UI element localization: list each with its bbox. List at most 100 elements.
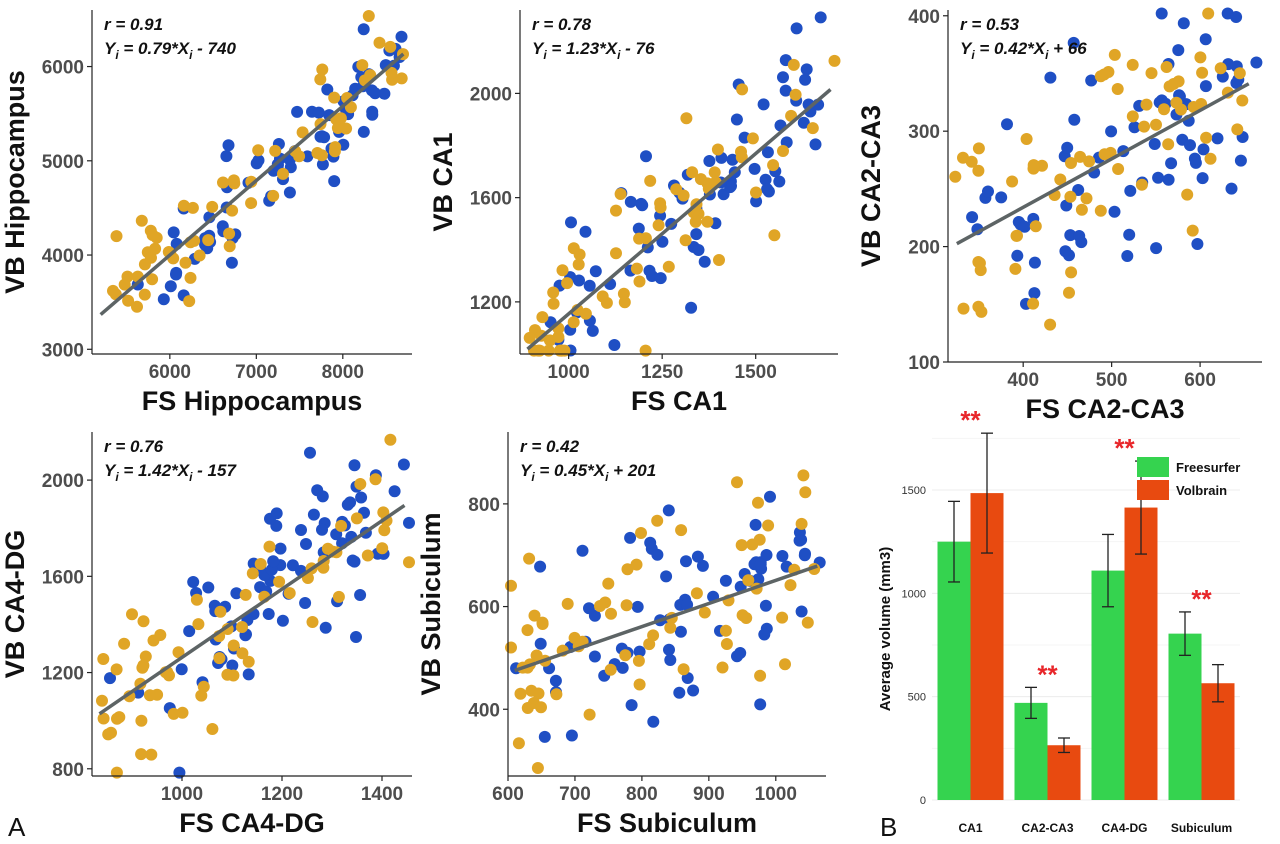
data-point-gold bbox=[149, 242, 162, 255]
data-point-gold bbox=[167, 707, 180, 720]
scatter-ca2-ca3-panel: 400 500 600 100 200 300 400 r = 0.53 Yi = 0.42… bbox=[856, 7, 1263, 424]
data-point-gold bbox=[949, 170, 962, 183]
data-point-gold bbox=[630, 558, 643, 571]
data-point-blue bbox=[1197, 143, 1210, 156]
data-point-blue bbox=[724, 181, 737, 194]
data-point-gold bbox=[213, 652, 226, 665]
data-point-blue bbox=[1044, 71, 1057, 84]
bar-volbrain bbox=[1124, 507, 1158, 800]
data-point-blue bbox=[643, 264, 656, 277]
data-point-blue bbox=[674, 625, 687, 638]
data-point-blue bbox=[726, 153, 739, 166]
data-point-blue bbox=[1128, 121, 1141, 134]
data-point-gold bbox=[206, 723, 219, 735]
data-point-blue bbox=[534, 560, 547, 573]
data-point-blue bbox=[316, 130, 328, 143]
data-point-gold bbox=[512, 737, 525, 750]
data-point-gold bbox=[1009, 262, 1022, 275]
legend-label-volbrain: Volbrain bbox=[1176, 483, 1227, 498]
data-point-blue bbox=[283, 186, 296, 199]
data-point-blue bbox=[1250, 56, 1263, 69]
data-point-gold bbox=[263, 540, 276, 553]
axes-group: 1000 1250 1500 1200 1600 2000 bbox=[470, 10, 838, 383]
y-tick-label: 2000 bbox=[42, 471, 84, 492]
data-point-blue bbox=[222, 139, 235, 152]
data-point-gold bbox=[602, 577, 615, 590]
data-point-gold bbox=[801, 616, 814, 629]
data-point-gold bbox=[122, 294, 135, 307]
data-point-gold bbox=[561, 277, 574, 290]
data-point-blue bbox=[395, 30, 408, 43]
data-point-blue bbox=[270, 507, 283, 520]
eq-sub2: i bbox=[189, 470, 193, 484]
data-point-gold bbox=[720, 638, 733, 650]
data-point-gold bbox=[403, 556, 415, 569]
data-point-gold bbox=[957, 151, 969, 164]
data-point-gold bbox=[214, 605, 227, 618]
data-point-gold bbox=[572, 258, 585, 271]
eq-sub2: i bbox=[605, 470, 609, 484]
data-point-gold bbox=[190, 593, 203, 606]
x-axis-title: FS Hippocampus bbox=[142, 386, 363, 416]
data-point-blue bbox=[730, 113, 743, 126]
data-point-gold bbox=[552, 331, 565, 343]
data-point-gold bbox=[350, 512, 363, 525]
data-point-blue bbox=[654, 272, 667, 285]
data-point-gold bbox=[1236, 94, 1249, 107]
data-point-gold bbox=[547, 297, 560, 310]
data-point-gold bbox=[369, 473, 382, 486]
data-point-gold bbox=[139, 650, 152, 663]
data-point-blue bbox=[799, 547, 811, 560]
legend: Freesurfer Volbrain bbox=[1137, 457, 1240, 500]
data-point-gold bbox=[698, 606, 711, 619]
x-tick-label: 7000 bbox=[235, 362, 277, 383]
data-point-blue bbox=[1225, 182, 1238, 195]
data-point-blue bbox=[1152, 171, 1165, 184]
y-tick-label: 5000 bbox=[42, 152, 84, 173]
data-point-gold bbox=[621, 563, 634, 576]
x-tick-label: 1000 bbox=[755, 784, 797, 805]
data-point-blue bbox=[226, 659, 239, 672]
data-point-blue bbox=[1150, 242, 1163, 255]
data-point-gold bbox=[690, 587, 703, 600]
data-point-blue bbox=[274, 542, 287, 555]
bar-chart-panel: ** CA1 ** CA2-CA3 ** CA4-DG ** Subiculum 0 500 10… bbox=[877, 405, 1240, 835]
data-point-gold bbox=[172, 646, 185, 659]
data-point-gold bbox=[957, 302, 970, 315]
data-point-gold bbox=[651, 514, 664, 527]
data-point-gold bbox=[618, 296, 631, 309]
x-tick-label: 1500 bbox=[735, 362, 777, 383]
y-tick-label: 800 bbox=[52, 760, 84, 781]
data-point-gold bbox=[236, 647, 249, 660]
data-point-gold bbox=[750, 186, 762, 199]
data-point-blue bbox=[687, 684, 700, 697]
data-point-gold bbox=[1108, 48, 1121, 61]
significance-marker: ** bbox=[1191, 584, 1212, 614]
data-point-gold bbox=[245, 197, 258, 210]
data-point-gold bbox=[762, 519, 775, 532]
data-point-blue bbox=[307, 508, 320, 521]
panel-label-b: B bbox=[880, 812, 897, 842]
data-point-gold bbox=[97, 712, 110, 725]
data-point-gold bbox=[1098, 148, 1111, 161]
data-point-blue bbox=[1188, 152, 1201, 165]
axes-group: 6000 7000 8000 3000 4000 5000 6000 bbox=[42, 10, 412, 383]
points-group bbox=[96, 433, 415, 779]
data-point-blue bbox=[680, 555, 692, 568]
data-point-gold bbox=[567, 242, 580, 255]
data-point-blue bbox=[624, 531, 637, 544]
data-point-blue bbox=[779, 84, 792, 97]
regression-line bbox=[99, 52, 405, 316]
eq-y: Y bbox=[104, 39, 117, 58]
bar-volbrain bbox=[1201, 683, 1235, 800]
data-point-gold bbox=[664, 621, 677, 634]
correlation-label: r = 0.78 bbox=[532, 15, 592, 34]
data-point-blue bbox=[220, 150, 233, 163]
data-point-gold bbox=[1064, 190, 1077, 203]
data-point-gold bbox=[1063, 286, 1075, 299]
data-point-gold bbox=[547, 286, 560, 299]
data-point-blue bbox=[157, 293, 170, 306]
data-point-gold bbox=[384, 40, 397, 53]
data-point-blue bbox=[242, 668, 255, 681]
data-point-blue bbox=[1073, 230, 1086, 242]
